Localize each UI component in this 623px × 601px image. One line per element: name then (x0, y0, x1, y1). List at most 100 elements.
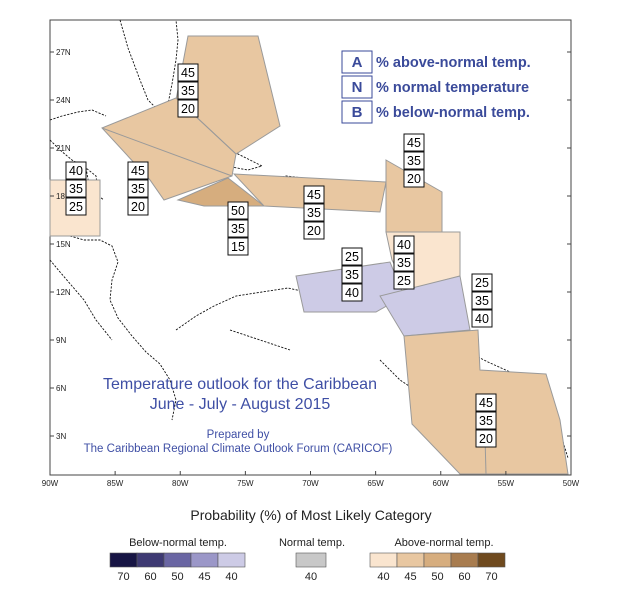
y-tick-label: 18N (56, 192, 71, 201)
colorbar-value: 60 (458, 571, 470, 583)
colorbar-value: 40 (305, 571, 317, 583)
colorbar-swatch (295, 552, 327, 568)
prepared-by: Prepared by (207, 429, 270, 441)
value-box-abc-islands: 25 35 40 (341, 247, 363, 302)
value-box-number: 25 (345, 250, 359, 264)
value-box-number: 15 (231, 240, 245, 254)
colorbar-above-label: Above-normal temp. (394, 537, 493, 549)
legend-letter: N (352, 79, 363, 96)
x-tick-label: 65W (367, 479, 384, 488)
region-trinidad (379, 275, 471, 337)
value-box-number: 25 (397, 274, 411, 288)
region-value-boxes: 45 35 20 45 35 20 50 35 15 40 35 25 45 35 20 45 35 20 40 35… (65, 63, 497, 448)
map-subtitle: June - July - August 2015 (150, 396, 331, 413)
value-box-bahamas: 45 35 20 (177, 63, 199, 118)
value-box-number: 35 (69, 182, 83, 196)
legend-letter: B (352, 104, 363, 121)
colorbar-swatch (109, 552, 138, 568)
value-box-belize: 40 35 25 (65, 161, 87, 216)
y-tick-label: 3N (56, 432, 66, 441)
x-tick-label: 90W (42, 479, 59, 488)
y-tick-label: 12N (56, 288, 71, 297)
value-box-number: 35 (131, 182, 145, 196)
legend-text: % below-normal temp. (376, 105, 530, 121)
x-tick-label: 55W (498, 479, 515, 488)
x-tick-label: 85W (107, 479, 124, 488)
legend-item-above: A % above-normal temp. (341, 50, 531, 74)
x-tick-label: 70W (302, 479, 319, 488)
colorbar-value: 50 (171, 571, 183, 583)
colorbar-value: 40 (377, 571, 389, 583)
colorbar-value: 45 (404, 571, 416, 583)
colorbar-swatch (369, 552, 398, 568)
value-box-number: 40 (69, 164, 83, 178)
value-box-number: 35 (231, 222, 245, 236)
value-box-number: 35 (181, 84, 195, 98)
value-box-number: 45 (479, 396, 493, 410)
colorbar-above: 40 45 50 60 70 (369, 552, 506, 583)
y-tick-label: 21N (56, 144, 71, 153)
value-box-number: 45 (131, 164, 145, 178)
value-box-number: 25 (475, 276, 489, 290)
value-box-number: 50 (231, 204, 245, 218)
value-box-jamaica: 50 35 15 (227, 201, 249, 256)
x-tick-label: 80W (172, 479, 189, 488)
colorbar-swatch (217, 552, 246, 568)
y-tick-label: 6N (56, 384, 66, 393)
value-box-cuba: 45 35 20 (127, 161, 149, 216)
legend-text: % normal temperature (376, 80, 529, 96)
value-box-number: 35 (397, 256, 411, 270)
colorbar-title: Probability (%) of Most Likely Category (190, 507, 431, 523)
map-title: Temperature outlook for the Caribbean (103, 376, 377, 393)
colorbar-below-label: Below-normal temp. (129, 537, 227, 549)
y-axis-ticks: 27N 24N 21N 18N 15 N 12N 9N 6N 3N (50, 48, 571, 441)
yucatan-coast (49, 139, 99, 235)
x-tick-label: 60W (433, 479, 450, 488)
colorbar-value: 60 (144, 571, 156, 583)
value-box-number: 40 (475, 312, 489, 326)
value-box-number: 20 (307, 224, 321, 238)
colorbar-swatch (477, 552, 506, 568)
y-tick-label: 9N (56, 336, 66, 345)
central-america-coast (59, 231, 177, 421)
colorbar-value: 50 (431, 571, 443, 583)
value-box-guianas: 45 35 20 (475, 393, 497, 448)
value-box-trinidad: 25 35 40 (471, 273, 493, 328)
colorbar-normal: 40 (295, 552, 327, 583)
colorbar-swatch (423, 552, 452, 568)
colorbar-below: 70 60 50 45 40 (109, 552, 246, 583)
legend-text: % above-normal temp. (376, 55, 531, 71)
value-box-number: 35 (345, 268, 359, 282)
colorbar-swatch (396, 552, 425, 568)
colorbar-swatch (163, 552, 192, 568)
colorbar-normal-label: Normal temp. (279, 537, 345, 549)
x-tick-label: 75W (237, 479, 254, 488)
value-box-number: 25 (69, 200, 83, 214)
gulf-coast (49, 109, 107, 121)
value-box-number: 45 (181, 66, 195, 80)
value-box-number: 35 (479, 414, 493, 428)
value-box-number: 40 (397, 238, 411, 252)
x-tick-label: 50W (563, 479, 580, 488)
legend-letter: A (352, 54, 363, 71)
y-tick-label: 27N (56, 48, 71, 57)
value-box-windward: 40 35 25 (393, 235, 415, 290)
value-box-number: 35 (407, 154, 421, 168)
value-box-number: 40 (345, 286, 359, 300)
value-box-number: 20 (131, 200, 145, 214)
colorbar-value: 40 (225, 571, 237, 583)
colorbar-swatch (190, 552, 219, 568)
y-tick-label: 24N (56, 96, 71, 105)
value-box-number: 20 (479, 432, 493, 446)
organization-name: The Caribbean Regional Climate Outlook F… (84, 443, 393, 455)
colorbar-swatch (136, 552, 165, 568)
colorbar-value: 70 (485, 571, 497, 583)
value-box-leeward: 45 35 20 (403, 133, 425, 188)
legend-item-normal: N % normal temperature (341, 75, 529, 99)
value-box-number: 20 (407, 172, 421, 186)
legend-item-below: B % below-normal temp. (341, 100, 530, 124)
value-box-number: 35 (475, 294, 489, 308)
value-box-number: 45 (407, 136, 421, 150)
colorbar-value: 70 (117, 571, 129, 583)
